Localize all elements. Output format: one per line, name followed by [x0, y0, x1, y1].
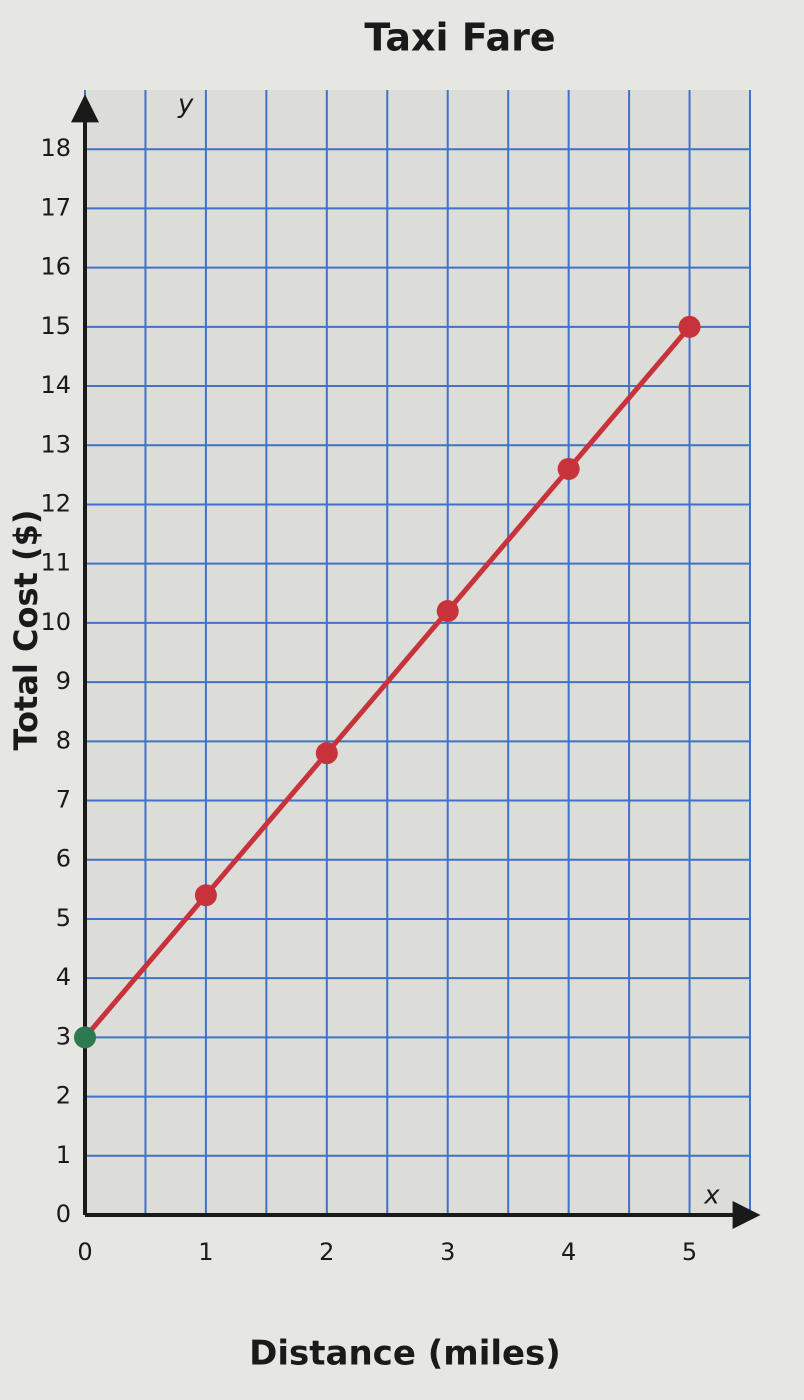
data-point — [194, 884, 217, 907]
data-line — [83, 325, 692, 1039]
y-tick-label: 17 — [40, 193, 71, 221]
x-axis-label: Distance (miles) — [249, 1334, 561, 1374]
x-tick-label: 3 — [440, 1238, 455, 1266]
data-point — [74, 1026, 96, 1049]
data-point — [557, 457, 580, 480]
y-tick-label: 9 — [56, 667, 71, 695]
y-tick-label: 16 — [40, 253, 71, 281]
y-tick-label: 12 — [40, 489, 71, 517]
y-axis-label: Total Cost ($) — [7, 509, 45, 750]
x-tick-label: 1 — [198, 1238, 213, 1266]
y-tick-label: 15 — [40, 312, 71, 340]
x-tick-label: 2 — [319, 1238, 334, 1266]
chart-title: Taxi Fare — [364, 16, 555, 60]
y-tick-label: 8 — [56, 726, 71, 754]
y-tick-label: 5 — [56, 904, 71, 932]
y-tick-label: 14 — [40, 371, 71, 399]
data-point — [315, 742, 338, 765]
x-axis-var: x — [703, 1181, 720, 1211]
y-tick-label: 18 — [40, 134, 71, 162]
x-tick-label: 0 — [77, 1238, 92, 1266]
data-point — [678, 315, 701, 338]
y-tick-label: 0 — [56, 1200, 71, 1228]
y-tick-label: 2 — [56, 1082, 71, 1110]
y-axis-var: y — [177, 90, 194, 120]
plot — [74, 315, 701, 1049]
y-tick-label: 4 — [56, 963, 71, 991]
plot-area — [85, 90, 750, 1215]
x-tick-label: 4 — [561, 1238, 576, 1266]
y-tick-label: 10 — [40, 608, 71, 636]
y-tick-label: 7 — [56, 786, 71, 814]
y-tick-label: 1 — [56, 1141, 71, 1169]
data-point — [436, 600, 459, 623]
y-tick-label: 11 — [40, 549, 71, 577]
y-tick-label: 13 — [40, 430, 71, 458]
x-tick-label: 5 — [682, 1238, 697, 1266]
y-tick-label: 6 — [56, 845, 71, 873]
y-tick-label: 3 — [56, 1022, 71, 1050]
